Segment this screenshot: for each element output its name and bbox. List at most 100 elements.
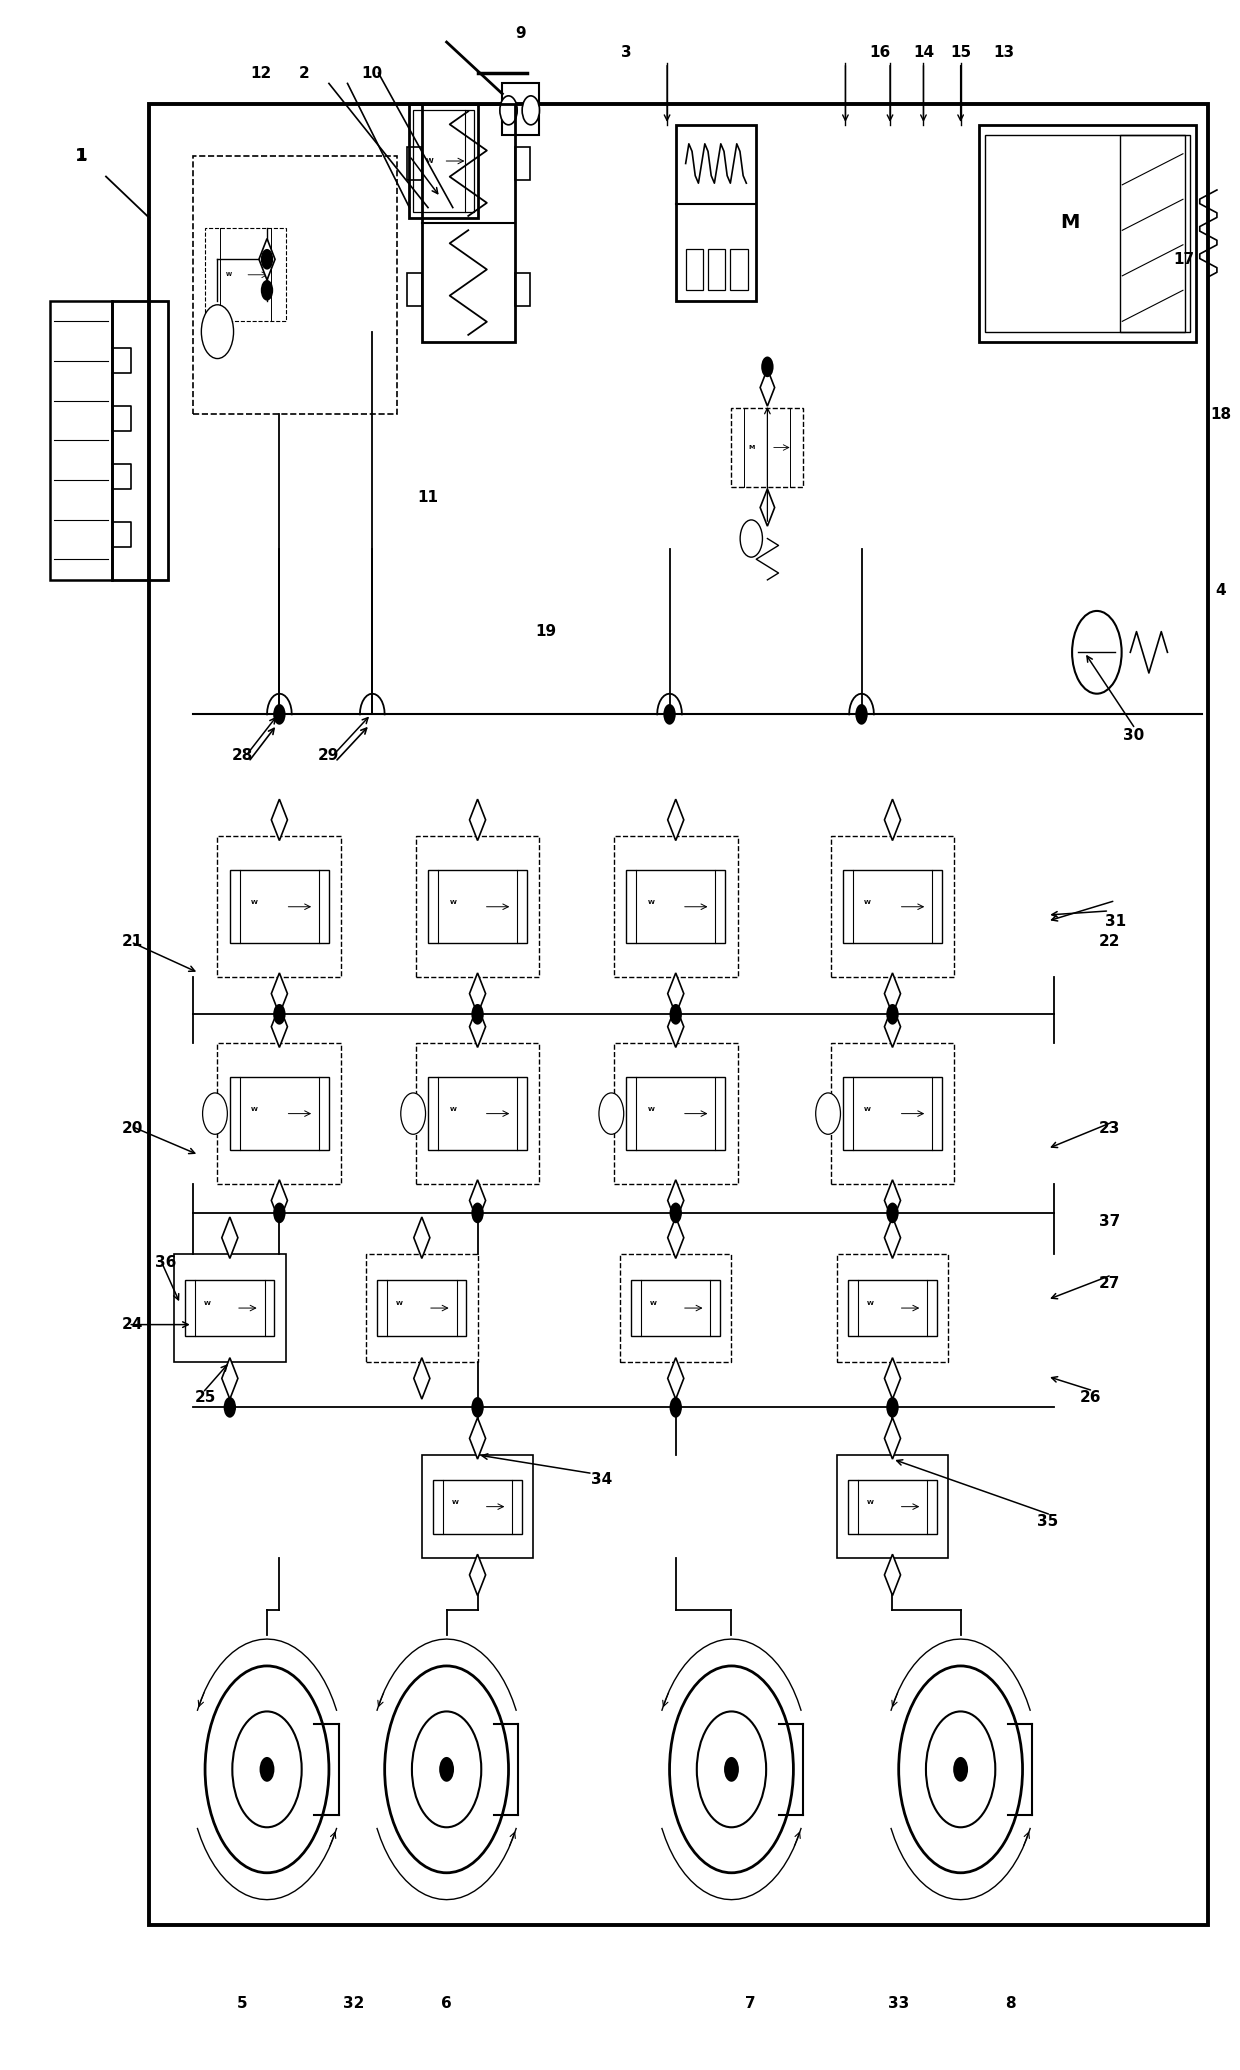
- Circle shape: [259, 1757, 274, 1782]
- Bar: [831, 836, 955, 977]
- Text: W: W: [650, 1302, 657, 1306]
- Circle shape: [273, 1203, 285, 1223]
- Bar: [614, 1043, 738, 1184]
- Bar: [51, 300, 112, 580]
- Polygon shape: [414, 1217, 430, 1259]
- Bar: [174, 1254, 285, 1362]
- Circle shape: [724, 1757, 739, 1782]
- Text: W: W: [205, 1302, 211, 1306]
- Polygon shape: [884, 973, 900, 1014]
- Polygon shape: [667, 1217, 683, 1259]
- Bar: [428, 869, 527, 944]
- Text: 13: 13: [993, 46, 1014, 60]
- Polygon shape: [884, 1418, 900, 1459]
- Text: 6: 6: [441, 1995, 451, 2010]
- Bar: [433, 1480, 522, 1534]
- Bar: [837, 1254, 949, 1362]
- Polygon shape: [470, 973, 486, 1014]
- Text: 34: 34: [590, 1472, 613, 1486]
- Bar: [149, 104, 1208, 1925]
- Text: W: W: [647, 1107, 655, 1112]
- Polygon shape: [470, 1180, 486, 1221]
- Text: W: W: [396, 1302, 403, 1306]
- Bar: [205, 228, 285, 321]
- Polygon shape: [222, 1358, 238, 1399]
- Text: 22: 22: [1099, 934, 1120, 950]
- Text: W: W: [449, 900, 456, 905]
- Circle shape: [205, 1666, 329, 1873]
- Circle shape: [1073, 611, 1122, 693]
- Bar: [686, 248, 703, 290]
- Text: 18: 18: [1210, 408, 1231, 422]
- Polygon shape: [470, 799, 486, 840]
- Bar: [407, 273, 422, 306]
- Circle shape: [670, 1004, 682, 1025]
- Circle shape: [663, 704, 676, 724]
- Text: 27: 27: [1099, 1275, 1120, 1292]
- Polygon shape: [272, 1006, 288, 1047]
- Polygon shape: [884, 799, 900, 840]
- Polygon shape: [414, 1358, 430, 1399]
- Circle shape: [260, 248, 273, 269]
- Polygon shape: [272, 1180, 288, 1221]
- Bar: [217, 1043, 341, 1184]
- Circle shape: [816, 1093, 841, 1134]
- Bar: [730, 248, 748, 290]
- Bar: [848, 1480, 937, 1534]
- Bar: [626, 869, 725, 944]
- Bar: [631, 1279, 720, 1335]
- Circle shape: [439, 1757, 454, 1782]
- Polygon shape: [259, 238, 275, 279]
- Polygon shape: [884, 1555, 900, 1596]
- Text: 12: 12: [250, 66, 272, 81]
- Circle shape: [500, 95, 517, 124]
- Circle shape: [223, 1397, 236, 1418]
- Bar: [732, 408, 804, 486]
- Bar: [229, 869, 329, 944]
- Text: 11: 11: [418, 491, 439, 505]
- Text: 20: 20: [122, 1120, 143, 1136]
- Circle shape: [887, 1004, 899, 1025]
- Circle shape: [412, 1712, 481, 1828]
- Text: W: W: [451, 1501, 459, 1505]
- Circle shape: [697, 1712, 766, 1828]
- Bar: [229, 1076, 329, 1151]
- Text: W: W: [864, 1107, 872, 1112]
- Text: W: W: [867, 1302, 874, 1306]
- Bar: [843, 1076, 942, 1151]
- Text: 23: 23: [1099, 1120, 1120, 1136]
- Bar: [377, 1279, 466, 1335]
- Text: W: W: [252, 900, 258, 905]
- Text: 29: 29: [319, 747, 340, 764]
- Text: M: M: [1060, 213, 1080, 232]
- Polygon shape: [884, 1006, 900, 1047]
- Bar: [407, 147, 422, 180]
- Text: M: M: [749, 445, 755, 449]
- Circle shape: [471, 1397, 484, 1418]
- Polygon shape: [667, 1180, 683, 1221]
- Text: 4: 4: [1215, 584, 1226, 598]
- Text: 31: 31: [1105, 913, 1126, 929]
- Bar: [422, 104, 515, 342]
- Text: 5: 5: [237, 1995, 248, 2010]
- Text: W: W: [449, 1107, 456, 1112]
- Text: W: W: [226, 273, 232, 277]
- Bar: [831, 1043, 955, 1184]
- Circle shape: [926, 1712, 996, 1828]
- Polygon shape: [470, 1418, 486, 1459]
- Text: 16: 16: [869, 46, 890, 60]
- Text: 21: 21: [122, 934, 143, 950]
- Circle shape: [273, 704, 285, 724]
- Circle shape: [887, 1203, 899, 1223]
- Text: 32: 32: [343, 1995, 365, 2010]
- Bar: [366, 1254, 477, 1362]
- Polygon shape: [760, 368, 775, 406]
- Text: 1: 1: [74, 147, 88, 166]
- Circle shape: [201, 304, 233, 358]
- Polygon shape: [470, 1555, 486, 1596]
- Bar: [626, 1076, 725, 1151]
- Polygon shape: [470, 1006, 486, 1047]
- Circle shape: [273, 1004, 285, 1025]
- Bar: [422, 1455, 533, 1559]
- Text: 26: 26: [1080, 1389, 1101, 1406]
